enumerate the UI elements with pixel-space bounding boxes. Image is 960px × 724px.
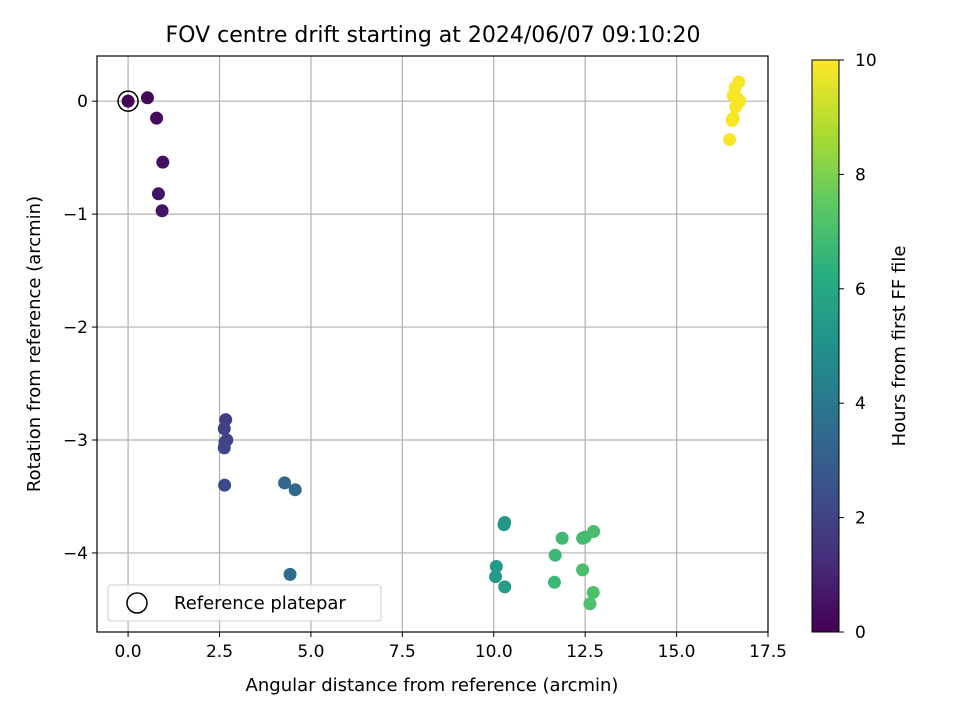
colorbar-tick-label: 4 [855,394,866,414]
data-point [121,94,135,108]
colorbar: 0 2 4 6 8 10 Hours from first FF file [811,51,910,643]
data-point [218,478,232,492]
x-axis-label: Angular distance from reference (arcmin) [246,675,619,696]
data-point [723,133,737,147]
colorbar-tick-label: 6 [855,280,866,300]
colorbar-tick-label: 2 [855,509,866,529]
data-point [288,483,302,497]
data-point [498,580,512,594]
data-point [729,100,743,114]
y-axis-label: Rotation from reference (arcmin) [24,196,45,492]
data-point [217,422,231,436]
x-tick-label: 5.0 [297,642,324,662]
colorbar-ticks: 0 2 4 6 8 10 [839,51,877,643]
x-tick-label: 17.5 [749,642,787,662]
chart-title: FOV centre drift starting at 2024/06/07 … [166,23,701,48]
x-tick-label: 15.0 [658,642,696,662]
plot-frame [96,55,769,633]
x-tick-label: 7.5 [389,642,416,662]
data-point [489,559,503,573]
y-tick-label: −1 [63,205,88,225]
legend-label: Reference platepar [174,593,346,614]
legend-marker-icon [126,592,148,614]
grid-lines [97,56,769,632]
data-point [576,563,590,577]
data-point [155,204,169,218]
y-tick-label: −2 [63,318,88,338]
data-point [725,113,739,127]
y-tick-label: −3 [63,431,88,451]
x-axis-ticks: 0.0 2.5 5.0 7.5 10.0 12.5 15.0 17.5 [115,632,787,662]
x-tick-label: 12.5 [566,642,604,662]
data-point [283,567,297,581]
data-point [150,111,164,125]
data-point [156,155,170,169]
colorbar-tick-label: 10 [855,51,877,71]
data-point [497,518,511,532]
data-point [489,570,503,584]
legend-box [107,584,382,622]
data-point [140,91,154,105]
data-point [583,597,597,611]
data-point [548,548,562,562]
x-tick-label: 2.5 [206,642,233,662]
colorbar-tick-label: 8 [855,165,866,185]
data-point [217,441,231,455]
data-point [547,575,561,589]
y-tick-label: 0 [77,92,88,112]
data-point [151,187,165,201]
x-tick-label: 0.0 [115,642,142,662]
x-tick-label: 10.0 [475,642,513,662]
data-point [278,476,292,490]
reference-marker [117,90,139,112]
data-point [586,585,600,599]
colorbar-tick-label: 0 [855,623,866,643]
y-axis-ticks: 0 −1 −2 −3 −4 [63,92,97,564]
colorbar-gradient [811,59,840,633]
data-point [555,531,569,545]
colorbar-label: Hours from first FF file [889,246,910,447]
reference-platepar-marker [117,90,139,112]
data-point [587,524,601,538]
legend: Reference platepar [107,584,382,622]
data-points [121,75,747,611]
y-tick-label: −4 [63,544,88,564]
